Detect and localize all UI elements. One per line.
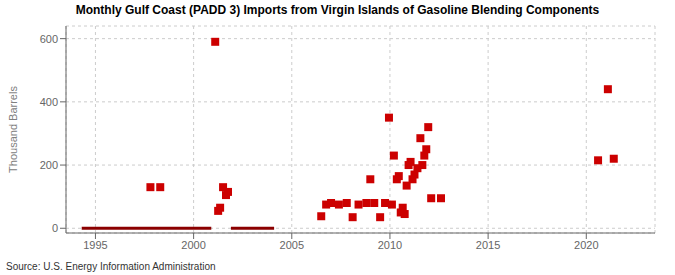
svg-text:0: 0 [52,222,58,234]
svg-text:Thousand Barrels: Thousand Barrels [8,86,19,173]
svg-text:1995: 1995 [83,239,107,251]
svg-text:2015: 2015 [476,239,500,251]
svg-text:400: 400 [40,96,58,108]
html-text:Monthly Gulf Coast (PADD 3) Im: Monthly Gulf Coast (PADD 3) Imports from… [75,3,600,17]
svg-text:2000: 2000 [181,239,205,251]
svg-text:200: 200 [40,159,58,171]
svg-text:2010: 2010 [378,239,402,251]
html-text:Source: U.S. Energy Informatio: Source: U.S. Energy Information Administ… [6,261,216,272]
svg-text:2020: 2020 [574,239,598,251]
svg-text:600: 600 [40,33,58,45]
svg-text:2005: 2005 [280,239,304,251]
